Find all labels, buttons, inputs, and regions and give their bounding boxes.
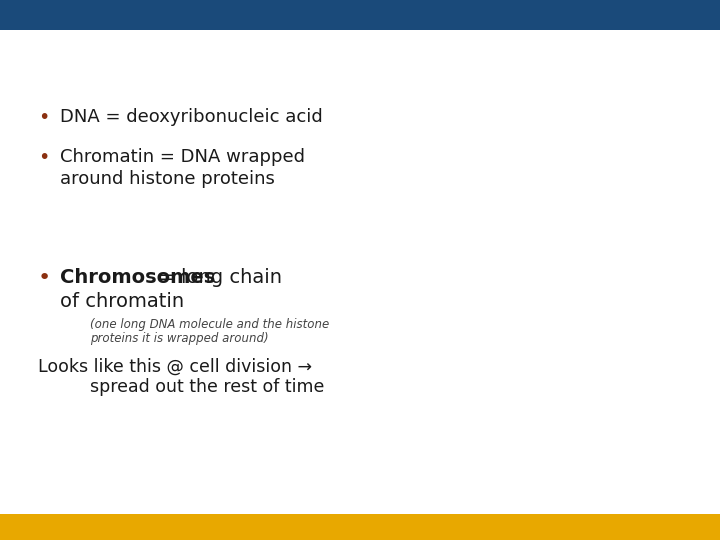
Text: •: •: [38, 148, 50, 167]
Text: proteins it is wrapped around): proteins it is wrapped around): [90, 332, 269, 345]
Text: © 2011 Pearson Education, Inc.: © 2011 Pearson Education, Inc.: [12, 515, 168, 525]
Bar: [0, 0, 720, 30]
Text: Chromosomes: Chromosomes: [60, 268, 215, 287]
Bar: [390, 30, 720, 514]
Bar: [0, 514, 720, 540]
Text: •: •: [38, 268, 51, 288]
Text: = long chain: = long chain: [153, 268, 282, 287]
Text: •: •: [38, 108, 50, 127]
Text: around histone proteins: around histone proteins: [60, 170, 275, 188]
Text: (one long DNA molecule and the histone: (one long DNA molecule and the histone: [90, 318, 329, 331]
Text: of chromatin: of chromatin: [60, 292, 184, 311]
Text: Chromatin = DNA wrapped: Chromatin = DNA wrapped: [60, 148, 305, 166]
Text: spread out the rest of time: spread out the rest of time: [90, 378, 325, 396]
Text: DNA = deoxyribonucleic acid: DNA = deoxyribonucleic acid: [60, 108, 323, 126]
Text: Looks like this @ cell division →: Looks like this @ cell division →: [38, 358, 312, 376]
